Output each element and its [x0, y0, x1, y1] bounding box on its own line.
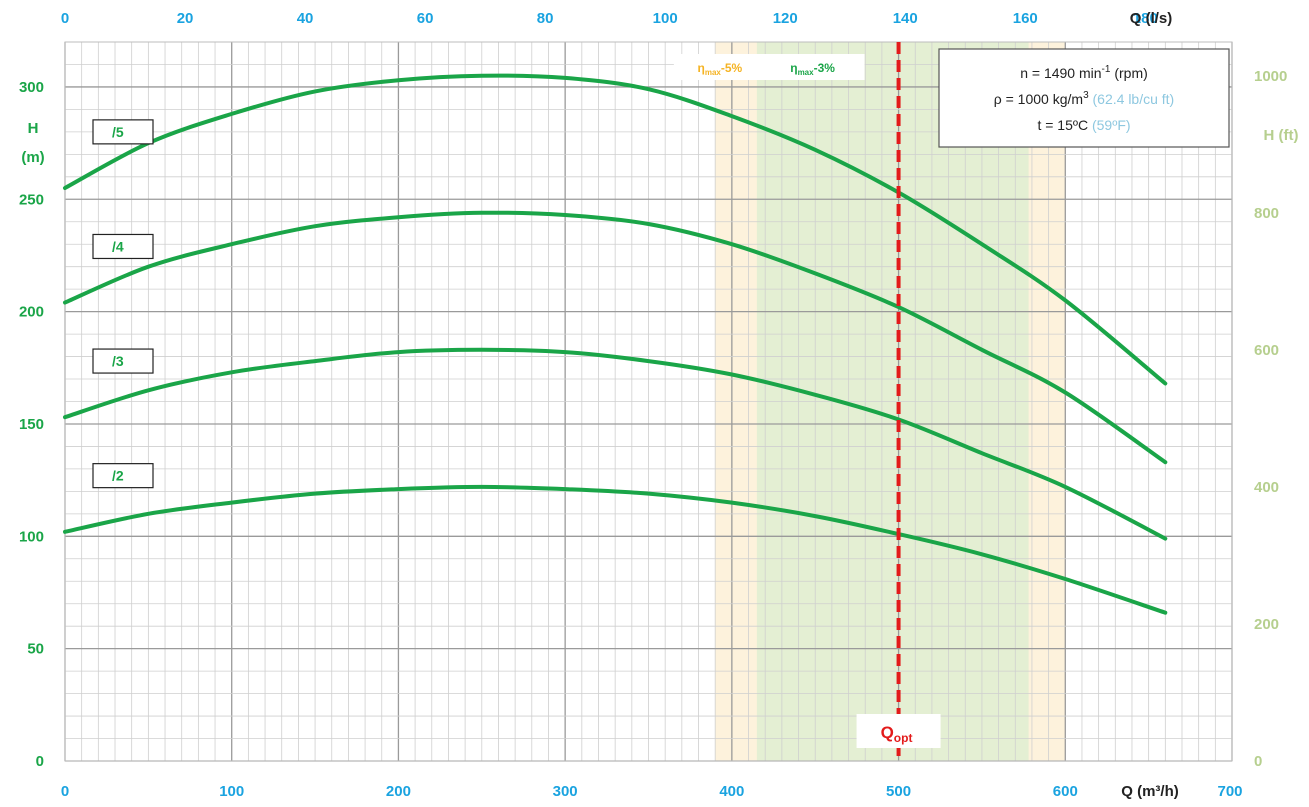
opt-line-group: Qopt — [856, 42, 941, 761]
series-label: /2 — [112, 468, 124, 484]
x-bottom-tick: 0 — [61, 783, 69, 800]
y-right-tick: 200 — [1254, 616, 1279, 633]
series-labels: ηmax-5% ηmax-3% /5/4/3/2 — [92, 54, 865, 489]
band-label-0: ηmax-5% — [698, 61, 743, 77]
x-top-tick: 180 — [1133, 10, 1158, 27]
x-top-tick: 100 — [653, 10, 678, 27]
x-bottom-tick: 600 — [1053, 783, 1078, 800]
x-top-tick: 20 — [177, 10, 194, 27]
x-top-tick: 60 — [417, 10, 434, 27]
y-right-tick: 1000 — [1254, 68, 1287, 85]
opt-label: Qopt — [881, 723, 913, 745]
band-label-bg-0 — [673, 54, 766, 80]
info-line-temp: t = 15ºC (59ºF) — [1037, 117, 1130, 133]
y-right-tick: 600 — [1254, 342, 1279, 359]
x-top-tick: 80 — [537, 10, 554, 27]
y-right-label: H (ft) — [1264, 127, 1299, 144]
info-line-rpm: n = 1490 min-1 (rpm) — [1020, 64, 1148, 81]
x-top-tick: 120 — [773, 10, 798, 27]
series-line-3 — [63, 347, 1168, 541]
series-line-5 — [63, 73, 1168, 386]
x-top-tick: 0 — [61, 10, 69, 27]
x-top-label: Q (l/s) — [1130, 10, 1173, 27]
series-label: /3 — [112, 353, 124, 369]
y-left-tick: 100 — [19, 528, 44, 545]
y-left-tick: 0 — [36, 753, 44, 770]
plot-frame — [64, 41, 1233, 762]
series-label-box — [92, 348, 154, 374]
y-left-tick: 150 — [19, 416, 44, 433]
y-left-tick: 200 — [19, 304, 44, 321]
x-bottom-tick: 700 — [1217, 783, 1242, 800]
series-label-box — [92, 233, 154, 260]
series-label: /5 — [112, 124, 124, 140]
y-left-label: H — [28, 120, 39, 137]
band-label-bg-1 — [760, 54, 865, 80]
series-label-box — [92, 463, 154, 489]
x-bottom-tick: 400 — [719, 783, 744, 800]
curves — [63, 73, 1168, 615]
series-label: /4 — [112, 238, 124, 254]
x-bottom-tick: 200 — [386, 783, 411, 800]
y-right-tick: 0 — [1254, 753, 1262, 770]
x-bottom-tick: 300 — [553, 783, 578, 800]
series-line-2 — [63, 484, 1168, 615]
x-bottom-tick: 100 — [219, 783, 244, 800]
info-box: n = 1490 min-1 (rpm) ρ = 1000 kg/m3 (62.4… — [938, 48, 1230, 148]
series-line-4 — [63, 210, 1168, 465]
opt-label-bg — [856, 714, 941, 748]
y-left-tick: 50 — [27, 641, 44, 658]
y-left-tick: 300 — [19, 79, 44, 96]
y-right-tick: 400 — [1254, 479, 1279, 496]
series-label-box — [92, 119, 154, 145]
x-bottom-tick: 500 — [886, 783, 911, 800]
x-top-tick: 140 — [893, 10, 918, 27]
y-right-tick: 800 — [1254, 205, 1279, 222]
y-left-label-unit: (m) — [21, 149, 44, 166]
x-top-tick: 160 — [1013, 10, 1038, 27]
x-bottom-label: Q (m³/h) — [1121, 783, 1179, 800]
band-label-1: ηmax-3% — [790, 61, 835, 77]
info-line-density: ρ = 1000 kg/m3 (62.4 lb/cu ft) — [994, 90, 1174, 107]
y-left-tick: 250 — [19, 191, 44, 208]
info-box-frame — [938, 48, 1230, 148]
x-top-tick: 40 — [297, 10, 314, 27]
